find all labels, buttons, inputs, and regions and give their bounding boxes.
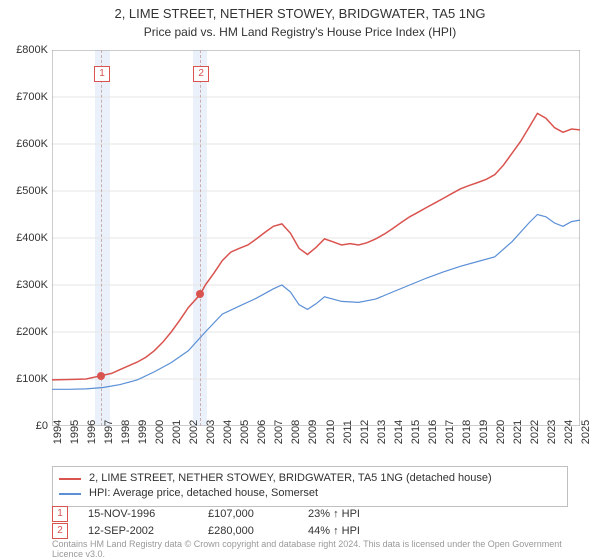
x-tick-label: 2020	[495, 420, 497, 444]
y-tick-label: £0	[2, 420, 48, 432]
y-tick-label: £400K	[2, 232, 48, 244]
x-tick-label: 2005	[239, 420, 241, 444]
chart-subtitle: Price paid vs. HM Land Registry's House …	[0, 23, 600, 39]
txn-price: £280,000	[208, 523, 288, 540]
transaction-table: 1 15-NOV-1996 £107,000 23% ↑ HPI 2 12-SEP-200…	[52, 506, 562, 539]
event-dash-line	[200, 50, 201, 426]
transaction-row: 1 15-NOV-1996 £107,000 23% ↑ HPI	[52, 506, 562, 523]
x-tick-label: 1998	[120, 420, 122, 444]
event-dash-line	[101, 50, 102, 426]
marker-dot	[97, 372, 105, 380]
x-tick-label: 2011	[342, 420, 344, 444]
legend-swatch	[59, 478, 81, 480]
x-tick-label: 2018	[461, 420, 463, 444]
txn-price: £107,000	[208, 506, 288, 523]
x-tick-label: 1996	[86, 420, 88, 444]
x-tick-label: 2024	[563, 420, 565, 444]
x-tick-label: 2010	[325, 420, 327, 444]
x-tick-label: 2009	[307, 420, 309, 444]
x-tick-label: 2003	[205, 420, 207, 444]
legend-label: 2, LIME STREET, NETHER STOWEY, BRIDGWATE…	[89, 471, 492, 486]
txn-pct: 23% ↑ HPI	[308, 506, 398, 523]
legend-swatch	[59, 493, 81, 495]
x-tick-label: 2012	[359, 420, 361, 444]
txn-index: 1	[52, 506, 68, 522]
x-tick-label: 1999	[137, 420, 139, 444]
chart-area: £0£100K£200K£300K£400K£500K£600K£700K£80…	[52, 50, 580, 426]
transaction-row: 2 12-SEP-2002 £280,000 44% ↑ HPI	[52, 523, 562, 540]
chart-container: 2, LIME STREET, NETHER STOWEY, BRIDGWATE…	[0, 0, 600, 560]
legend-item: 2, LIME STREET, NETHER STOWEY, BRIDGWATE…	[59, 471, 561, 486]
x-tick-label: 1997	[103, 420, 105, 444]
x-tick-label: 2022	[529, 420, 531, 444]
x-tick-label: 1995	[69, 420, 71, 444]
x-tick-label: 2021	[512, 420, 514, 444]
x-tick-label: 1994	[52, 420, 54, 444]
x-tick-label: 2023	[546, 420, 548, 444]
legend-label: HPI: Average price, detached house, Some…	[89, 486, 318, 501]
chart-title: 2, LIME STREET, NETHER STOWEY, BRIDGWATE…	[0, 0, 600, 23]
series-property	[52, 113, 580, 380]
y-tick-label: £800K	[2, 44, 48, 56]
legend-item: HPI: Average price, detached house, Some…	[59, 486, 561, 501]
x-tick-label: 2013	[376, 420, 378, 444]
y-tick-label: £500K	[2, 185, 48, 197]
txn-date: 12-SEP-2002	[88, 523, 188, 540]
x-tick-label: 2002	[188, 420, 190, 444]
marker-label: 2	[193, 66, 209, 82]
x-tick-label: 2001	[171, 420, 173, 444]
x-tick-label: 2014	[393, 420, 395, 444]
x-tick-label: 2019	[478, 420, 480, 444]
y-tick-label: £700K	[2, 91, 48, 103]
x-tick-label: 2008	[290, 420, 292, 444]
marker-dot	[196, 290, 204, 298]
x-tick-label: 2006	[256, 420, 258, 444]
x-tick-label: 2015	[410, 420, 412, 444]
txn-index: 2	[52, 523, 68, 539]
marker-label: 1	[94, 66, 110, 82]
x-tick-label: 2025	[580, 420, 582, 444]
y-tick-label: £600K	[2, 138, 48, 150]
txn-date: 15-NOV-1996	[88, 506, 188, 523]
x-tick-label: 2016	[427, 420, 429, 444]
txn-pct: 44% ↑ HPI	[308, 523, 398, 540]
legend-box: 2, LIME STREET, NETHER STOWEY, BRIDGWATE…	[52, 466, 568, 507]
x-tick-label: 2004	[222, 420, 224, 444]
x-tick-label: 2007	[273, 420, 275, 444]
license-text: Contains HM Land Registry data © Crown c…	[52, 540, 572, 560]
y-tick-label: £200K	[2, 326, 48, 338]
y-tick-label: £300K	[2, 279, 48, 291]
series-hpi	[52, 215, 580, 390]
x-tick-label: 2000	[154, 420, 156, 444]
y-tick-label: £100K	[2, 373, 48, 385]
x-tick-label: 2017	[444, 420, 446, 444]
line-chart-svg	[52, 50, 580, 426]
